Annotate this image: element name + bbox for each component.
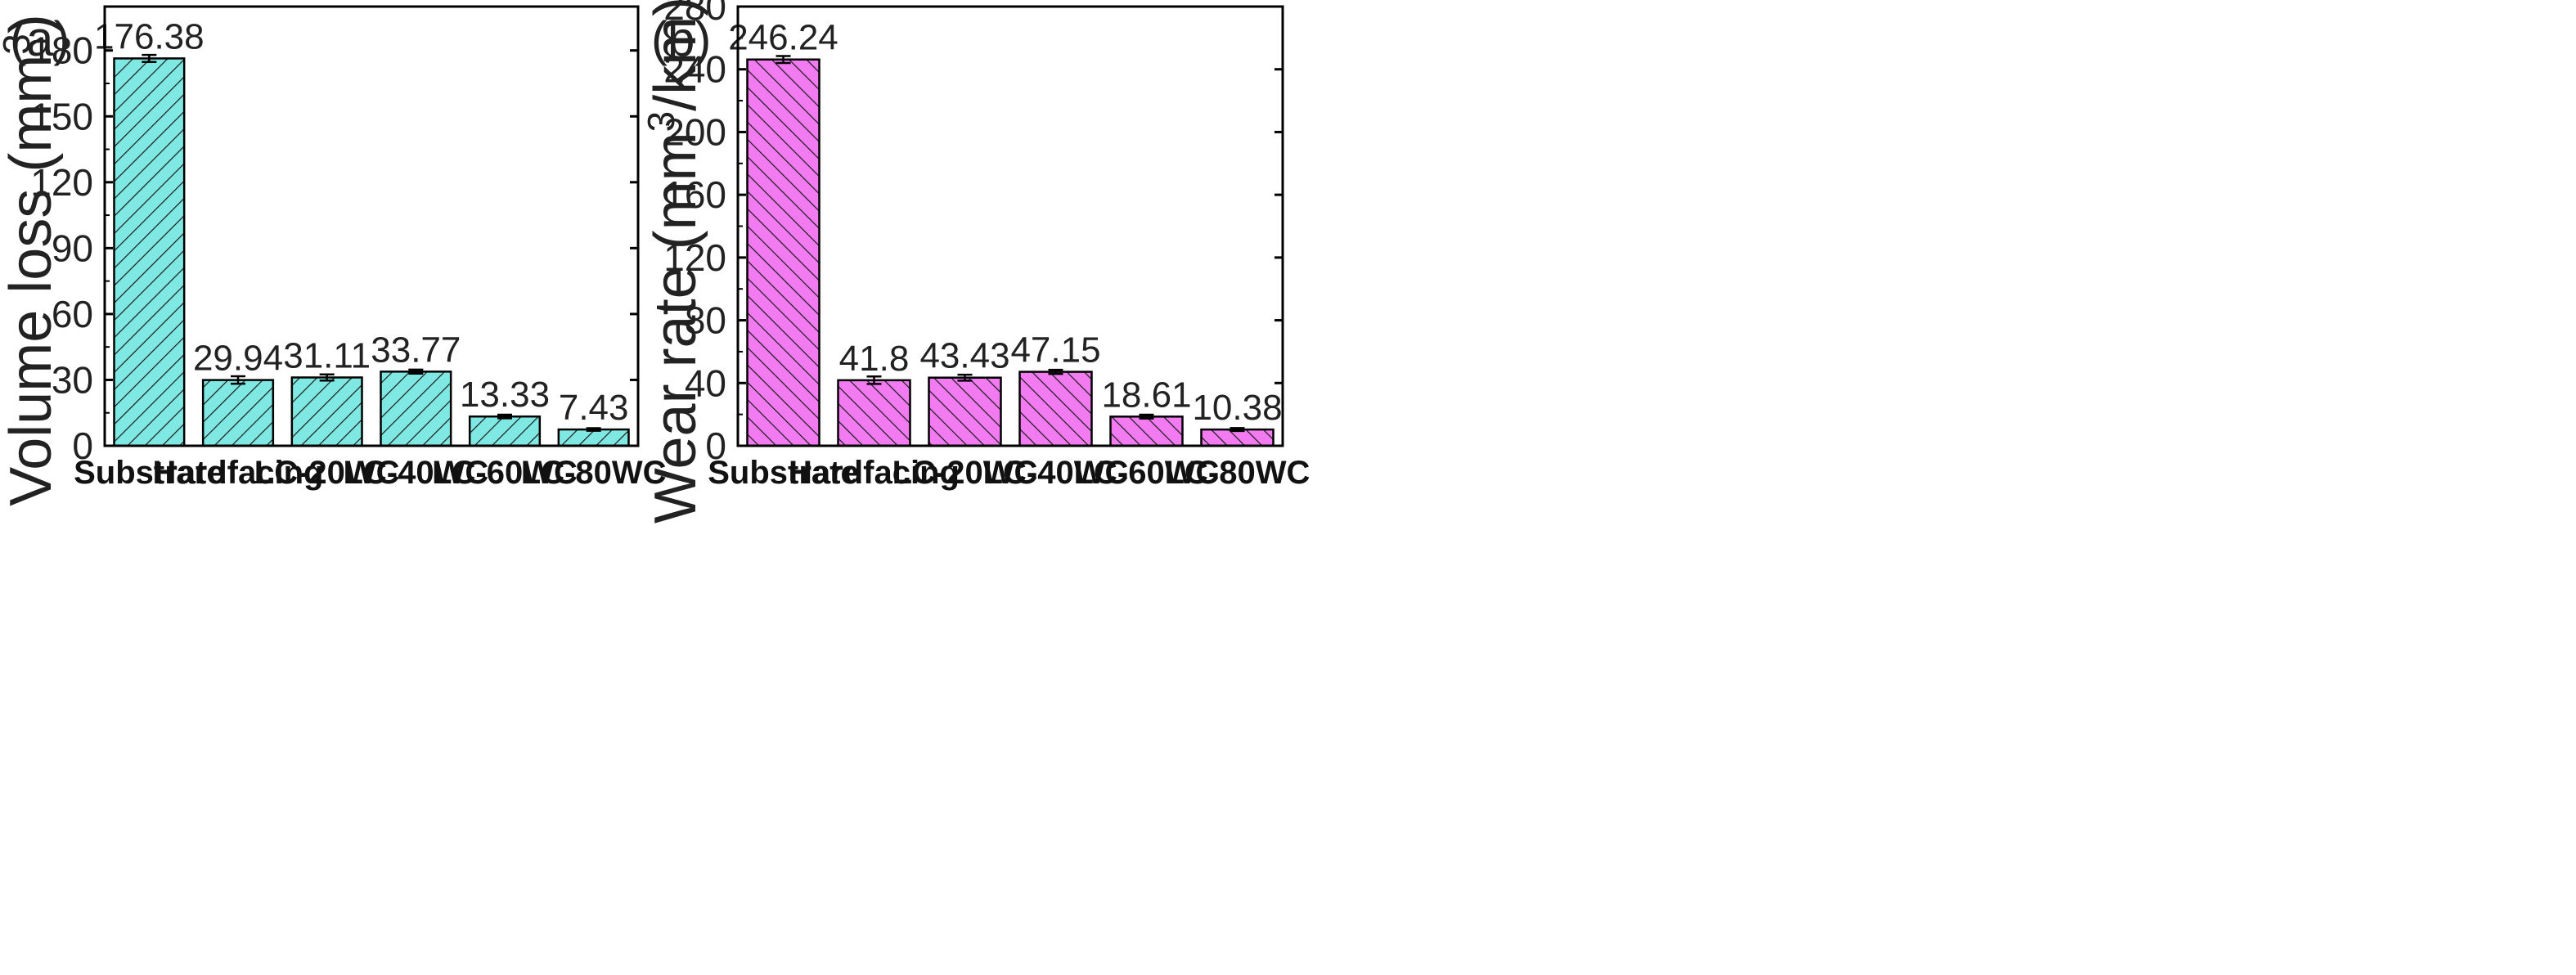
bar-hatch-lc-40wc	[380, 371, 452, 447]
category-label: LC-60WC	[432, 455, 578, 491]
y-tick-label-b: 240	[663, 48, 726, 91]
panel-label-b: (b)	[651, 11, 711, 66]
y-axis-title-a: Volume loss (mm3)	[0, 14, 64, 506]
category-label: LC-80WC	[521, 455, 667, 491]
y-tick-label-a: 30	[52, 358, 93, 401]
panel-label-a: (a)	[10, 11, 70, 66]
value-label: 31.11	[283, 335, 371, 375]
bar-hatch-lc-20wc	[290, 376, 363, 447]
value-label: 7.43	[559, 388, 629, 428]
y-tick-label-a: 90	[52, 227, 93, 269]
bar-hatch-lc-80wc	[557, 428, 630, 447]
y-tick-label-b: 40	[685, 362, 726, 404]
bar-hatch-lc-60wc	[468, 415, 542, 447]
category-label: LC-40WC	[343, 455, 488, 491]
value-label: 29.94	[193, 339, 283, 379]
y-tick-label-a: 0	[72, 425, 93, 467]
category-label: LC-20WC	[254, 455, 400, 491]
value-label: 176.38	[94, 16, 205, 56]
bar-hatch-lc-20wc	[928, 376, 1002, 447]
y-tick-label-b: 200	[663, 110, 726, 153]
chart-panel-b: (b) Wear rate (mm3/km) 0 40 80 120 160 200 240…	[640, 0, 1310, 523]
bar-hatch-substrate	[113, 57, 186, 447]
value-label: 43.43	[919, 336, 1009, 376]
category-label: LC-20WC	[892, 455, 1038, 491]
y-tick-label-b: 0	[705, 425, 726, 467]
y-tick-label-b: 120	[663, 236, 726, 279]
y-tick-label-a: 180	[30, 29, 93, 72]
y-tick-label-a: 150	[30, 95, 93, 137]
y-tick-label-b: 160	[663, 173, 726, 216]
y-tick-label-a: 60	[52, 293, 93, 335]
value-label: 10.38	[1192, 388, 1282, 428]
category-label: Hardfacing	[789, 455, 960, 491]
category-label: LC-40WC	[983, 455, 1129, 491]
y-tick-label-b: 280	[663, 0, 726, 28]
y-tick-label-a: 120	[30, 161, 93, 204]
value-label: 246.24	[728, 18, 838, 58]
bar-hatch-hardfacing	[837, 379, 911, 447]
category-label: Hardfacing	[153, 455, 324, 491]
bar-hatch-lc-60wc	[1109, 416, 1184, 447]
value-label: 13.33	[460, 375, 550, 415]
value-label: 18.61	[1101, 375, 1191, 415]
bar-hatch-hardfacing	[201, 379, 275, 447]
value-label: 33.77	[371, 330, 461, 370]
bar-hatch-substrate	[746, 58, 820, 447]
plot-frame-a	[103, 5, 640, 447]
y-axis-title-b: Wear rate (mm3/km)	[640, 0, 708, 523]
value-label: 41.8	[839, 339, 910, 379]
bar-hatch-lc-40wc	[1018, 371, 1093, 447]
bar-hatch-lc-80wc	[1200, 428, 1275, 447]
category-label: LC-60WC	[1074, 455, 1220, 491]
category-label: LC-80WC	[1165, 455, 1310, 491]
bars-b: 246.24 Substrate 41.8 Hardfacing 43.43 LC-20W…	[708, 18, 1310, 491]
y-tick-label-b: 80	[685, 299, 726, 342]
bars-a: 176.38 Substrate 29.94 Hardfacing 31.11 LC-20…	[74, 16, 666, 491]
value-label: 47.15	[1010, 330, 1100, 371]
y-axis-a: 0 30 60 90 120 150 180	[30, 29, 638, 467]
chart-panel-a: (a) Volume loss (mm3) 0 30 60 90 120 150 180 1…	[0, 5, 667, 506]
category-label: Substrate	[74, 455, 225, 491]
plot-frame-b	[736, 5, 1284, 447]
category-label: Substrate	[708, 455, 859, 491]
